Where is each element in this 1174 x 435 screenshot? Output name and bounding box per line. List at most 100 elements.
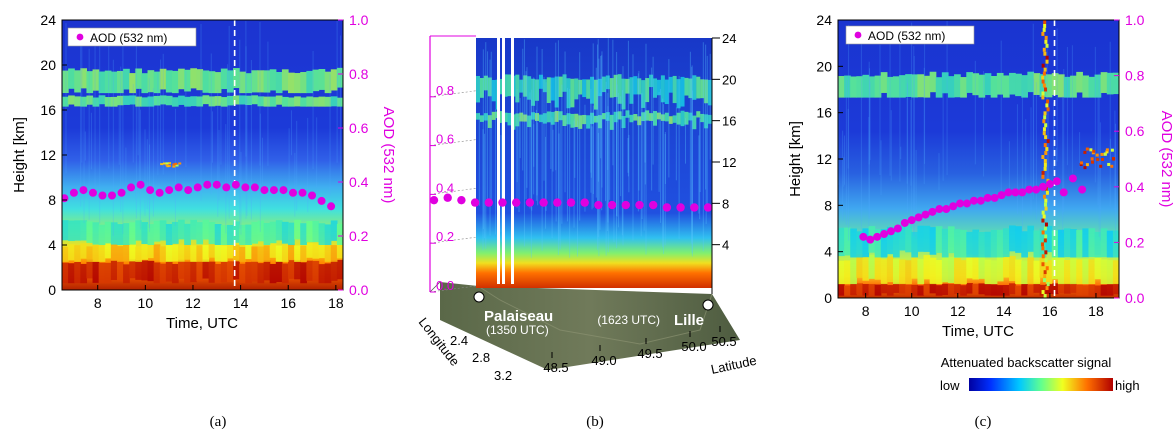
panel-b-layer-cell [597,115,602,129]
panel-a-layer-cell [336,97,343,107]
panel-c-layer-cell [1112,72,1119,95]
panel-a-aod-point [241,183,250,192]
panel-b-lat-tick-label: 50.0 [681,339,706,354]
panel-a-layer-cell [294,219,301,240]
panel-b-layer-cell [586,115,591,129]
panel-a-layer-cell [62,70,69,94]
panel-c-xlabel: Time, UTC [942,323,1014,340]
panel-c-layer-cell [1106,260,1114,285]
panel-c-aod-point [1032,185,1041,194]
panel-b-layer-cell [688,112,693,121]
panel-a-layer-cell [184,96,191,107]
panel-b-aod-point [470,198,480,207]
panel-c-ytick-label: 20 [816,58,832,74]
panel-c-aod-point [914,213,923,222]
panel-a-layer-cell [220,245,228,262]
panel-c-layer-cell [856,231,864,258]
panel-c-noise-cell [1043,51,1047,56]
panel-c-layer-cell [984,259,992,285]
panel-c-noise-cell [1045,55,1049,60]
panel-a-layer-cell [312,243,320,259]
panel-b-layer-cell [523,75,528,97]
panel-c-cloud-cell [1107,162,1111,166]
panel-a-layer-cell [147,224,155,245]
panel-a-layer-cell [214,72,222,94]
panel-a-layer-cell [275,220,283,241]
panel-a-layer-cell [92,245,100,262]
panel-c-noise-cell [1043,159,1047,163]
panel-c-layer-cell [972,283,980,295]
panel-a-layer-cell [336,223,343,245]
panel-c-layer-cell [1106,230,1114,258]
panel-a-layer-cell [190,68,197,89]
panel-c-layer-cell [1070,75,1077,98]
panel-b-layer-cell [656,79,661,96]
panel-c-layer-cell [996,72,1004,95]
panel-b-lon-tick-label: 3.2 [494,368,512,383]
panel-b-layer-cell [692,115,697,130]
panel-a-layer-cell [251,95,259,105]
panel-c-aod-point [962,199,971,208]
panel-b-layer-cell [519,112,524,122]
panel-c-layer-cell [1027,257,1035,284]
panel-a-layer-cell [251,221,259,244]
panel-b-layer-cell [476,75,480,103]
panel-c-ytick-label: 0 [824,290,832,306]
panel-c-layer-cell [850,283,857,296]
panel-c-layer-cell [856,76,864,98]
panel-b-layer-cell [637,78,642,95]
panel-b-layer-cell [491,111,496,120]
panel-a-layer-cell [110,260,118,281]
panel-c-layer-cell [1002,254,1010,278]
panel-a-layer-cell [123,223,130,245]
panel-a-layer-cell [233,259,240,280]
panel-b-right-tick-label: 4 [722,238,729,253]
panel-b-layer-cell [515,113,520,127]
panel-a-cloud-cell [162,162,166,165]
panel-a-layer-cell [214,264,222,284]
panel-a-layer-cell [208,242,216,258]
panel-b-lat-tick-label: 49.5 [637,346,662,361]
panel-a-layer-cell [80,68,88,89]
panel-c-aod-point [907,216,916,225]
panel-c-noise-cell [1045,190,1049,195]
panel-a-layer-cell [68,263,75,284]
panel-c-layer-cell [978,74,986,98]
panel-a-layer-cell [226,95,234,106]
panel-c-layer-cell [892,76,900,98]
panel-c-noise-cell [1044,151,1048,156]
panel-c-layer-cell [1112,283,1119,295]
panel-b-layer-cell [507,74,512,97]
panel-c-cloud-cell [1105,150,1109,154]
panel-b-lon-tick-label: 2.8 [472,350,490,365]
panel-c-layer-cell [984,284,992,296]
panel-a-layer-cell [141,243,149,260]
panel-a-layer-cell [233,95,240,105]
panel-b-aod-point [512,198,521,207]
panel-c-aod-point [880,230,889,239]
panel-b-layer-cell [483,75,488,91]
panel-b-layer-cell [558,76,563,97]
panel-b-layer-cell [554,111,559,122]
panel-c-xtick-label: 14 [996,303,1012,319]
panel-b-lat-tick-label: 49.0 [591,353,616,368]
panel-b-layer-cell [656,112,661,120]
panel-a-layer-cell [74,261,81,284]
panel-c-layer-cell [868,254,876,279]
panel-c-layer-cell [850,76,857,98]
panel-c-layer-cell [862,228,870,258]
panel-a-layer-cell [135,260,143,280]
panel-c-noise-cell [1041,91,1045,96]
panel-c-layer-cell [874,229,882,258]
panel-a-layer-cell [318,69,326,90]
panel-c-layer-cell [1100,228,1108,258]
panel-c-noise-cell [1043,20,1047,24]
panel-a-xtick-label: 16 [280,295,296,311]
panel-c-noise-cell [1043,143,1047,148]
panel-c-layer-cell [1094,231,1102,258]
panel-c-layer-cell [1057,282,1065,294]
panel-a-layer-cell [92,69,100,91]
panel-a-layer-cell [159,246,167,262]
panel-b-lat-label: Latitude [710,353,758,377]
panel-c-noise-cell [1041,290,1045,295]
